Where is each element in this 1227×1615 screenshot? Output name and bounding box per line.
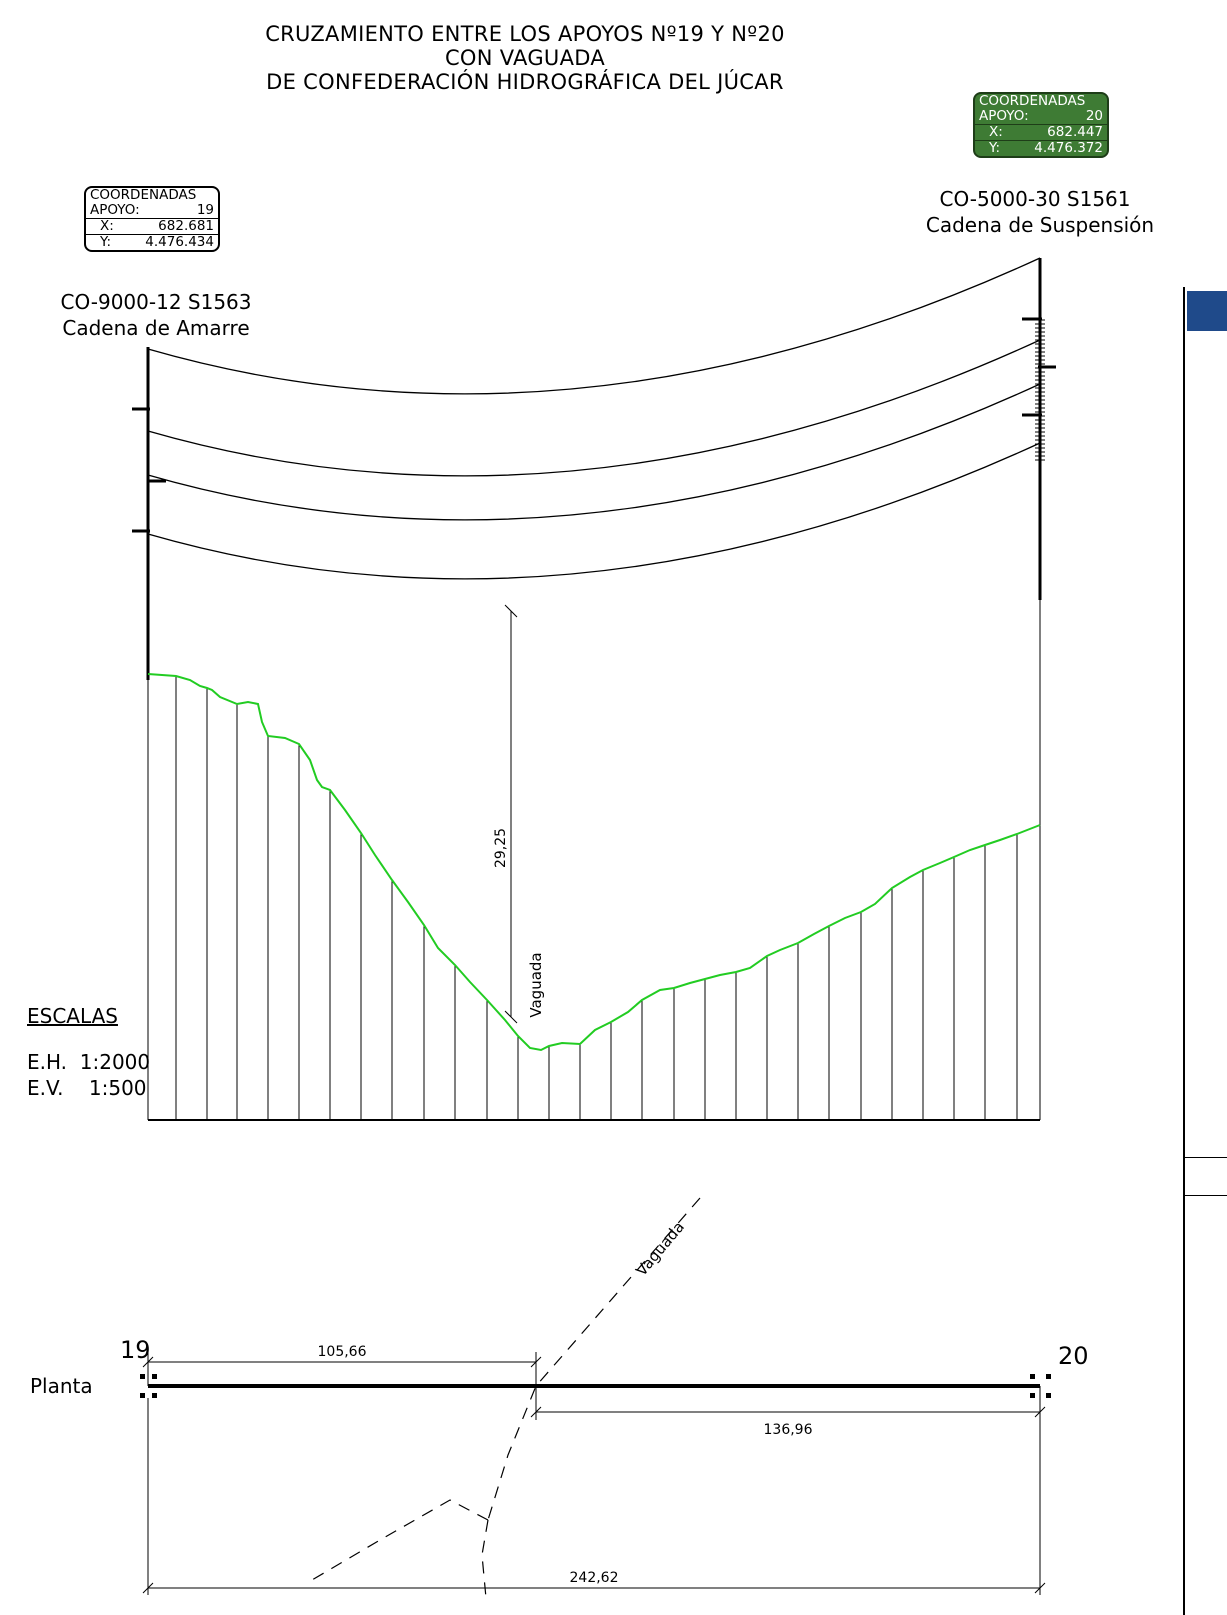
coord-box-support-20: COORDENADAS APOYO: 20 X: 682.447 Y: 4.47…	[973, 92, 1109, 158]
title-block-edge	[1183, 287, 1227, 1615]
dim-value-b: 136,96	[764, 1422, 813, 1438]
coord-y-row-20: Y: 4.476.372	[975, 140, 1107, 156]
support-19-model: CO-9000-12 S1563	[60, 290, 252, 314]
terrain-hatching	[147, 600, 1041, 1120]
x-value-20: 682.447	[1047, 124, 1103, 140]
insulator-string-20	[1035, 319, 1045, 461]
conductor-catenary-4	[147, 442, 1041, 580]
conductor-catenary-3	[147, 383, 1041, 521]
coord-apoyo-row-20: APOYO: 20	[975, 109, 1107, 125]
support-20-chain: Cadena de Suspensión	[925, 213, 1155, 237]
logo-block	[1187, 291, 1227, 331]
apoyo-label-19: APOYO:	[90, 202, 140, 218]
plan-label: Planta	[30, 1374, 93, 1398]
clearance-tick-top	[504, 604, 518, 618]
terrain-profile-line	[147, 673, 1041, 1052]
plan-support-b-label: 20	[1058, 1342, 1089, 1370]
vaguada-profile-label: Vaguada	[527, 952, 545, 1017]
title-line-2: CON VAGUADA	[444, 46, 606, 70]
x-label-19: X:	[100, 218, 114, 234]
coord-box-support-19: COORDENADAS APOYO: 19 X: 682.681 Y: 4.47…	[84, 186, 220, 252]
y-label-19: Y:	[100, 234, 112, 250]
apoyo-number-20: 20	[1085, 108, 1103, 124]
coord-apoyo-row-19: APOYO: 19	[86, 203, 218, 219]
apoyo-number-19: 19	[196, 202, 214, 218]
conductor-catenary-1	[147, 257, 1041, 395]
title-line-1: CRUZAMIENTO ENTRE LOS APOYOS Nº19 Y Nº20	[265, 22, 785, 46]
support-19-chain: Cadena de Amarre	[62, 316, 250, 340]
support-20-model: CO-5000-30 S1561	[939, 187, 1131, 211]
y-label-20: Y:	[989, 140, 1001, 156]
coord-title-20: COORDENADAS	[975, 94, 1107, 109]
plan-support-a-label: 19	[120, 1336, 151, 1364]
plan-support-20-marker	[1030, 1374, 1051, 1398]
title-line-3: DE CONFEDERACIÓN HIDROGRÁFICA DEL JÚCAR	[266, 70, 784, 94]
coord-title-19: COORDENADAS	[86, 188, 218, 203]
clearance-tick-bottom	[504, 1010, 518, 1024]
coord-title-text-19: COORDENADAS	[90, 187, 197, 203]
x-value-19: 682.681	[158, 218, 214, 234]
apoyo-label-20: APOYO:	[979, 108, 1029, 124]
coord-x-row-19: X: 682.681	[86, 219, 218, 234]
dim-value-a: 105,66	[318, 1344, 367, 1360]
scale-horizontal: E.H. 1:2000	[27, 1050, 151, 1074]
coord-title-text-20: COORDENADAS	[979, 93, 1086, 109]
plan-support-19-marker	[140, 1374, 157, 1398]
vaguada-plan-tributary	[481, 1519, 489, 1599]
x-label-20: X:	[989, 124, 1003, 140]
vaguada-plan-label: Vaguada	[632, 1218, 688, 1280]
coord-x-row-20: X: 682.447	[975, 125, 1107, 140]
clearance-value: 29,25	[493, 828, 509, 868]
scale-vertical: E.V. 1:500	[27, 1076, 147, 1100]
conductor-catenary-2	[147, 339, 1041, 477]
vaguada-plan-channel	[487, 1197, 701, 1521]
y-value-19: 4.476.434	[145, 234, 214, 250]
y-value-20: 4.476.372	[1034, 140, 1103, 156]
dim-value-total: 242,62	[570, 1570, 619, 1586]
scales-heading: ESCALAS	[27, 1004, 118, 1028]
vaguada-plan-branch	[311, 1499, 489, 1581]
coord-y-row-19: Y: 4.476.434	[86, 234, 218, 250]
